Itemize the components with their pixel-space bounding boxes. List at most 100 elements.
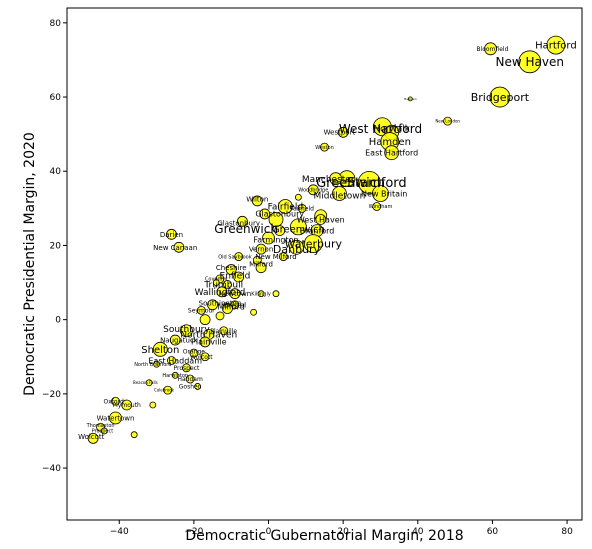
data-point [272, 290, 280, 298]
data-point [173, 241, 185, 253]
point-label: Beacon Falls [133, 380, 158, 385]
data-point [163, 385, 173, 395]
data-point [167, 356, 176, 365]
data-point [145, 379, 153, 387]
point-label: Milford [249, 260, 273, 268]
point-label: New London [435, 119, 460, 124]
point-label: New Haven [496, 55, 564, 69]
point-label: Darien [160, 231, 183, 239]
data-point [268, 212, 284, 227]
data-points [87, 35, 566, 444]
data-point [332, 186, 347, 201]
point-label: Wolcott [78, 433, 105, 441]
point-label: Fairfield [268, 203, 304, 213]
point-label: Manchester [302, 175, 355, 185]
point-label: Branford [300, 226, 335, 235]
point-label: West Haven [297, 215, 345, 224]
point-label: Hartford [535, 41, 577, 52]
point-label: Newtown [219, 290, 251, 298]
data-point [189, 348, 199, 358]
point-label: Haddam [177, 376, 202, 383]
point-label: Farmington [253, 236, 298, 245]
point-label: Seymour [188, 307, 215, 314]
point-label: Enfield [220, 271, 251, 281]
point-label: Glastonbury [217, 220, 260, 228]
point-label: Bloomfield [476, 46, 508, 53]
point-label: Greenwich [272, 224, 325, 235]
data-point [109, 411, 122, 425]
data-point [171, 371, 179, 379]
data-point [384, 145, 400, 161]
point-label: Coventry [205, 277, 228, 283]
data-point [255, 262, 267, 274]
data-point [279, 252, 288, 261]
data-point [320, 142, 329, 152]
x-tick-label: 20 [337, 527, 349, 537]
data-point [489, 86, 511, 108]
data-point [315, 214, 327, 225]
x-axis: −40 −20 0 20 40 60 80 [110, 520, 573, 537]
y-tick-label: 60 [50, 93, 62, 103]
point-label: Naugatuck [160, 337, 199, 345]
point-label: Hamden [404, 97, 417, 101]
data-point [111, 396, 120, 406]
point-label: Wallingford [195, 288, 246, 298]
data-point [200, 352, 210, 362]
point-label: New Britain [361, 189, 407, 198]
point-label: Norwalk [373, 125, 410, 135]
data-point [262, 231, 275, 245]
data-point [166, 228, 177, 240]
y-tick-label: 20 [50, 241, 62, 251]
data-point [289, 239, 304, 255]
data-point [277, 199, 293, 214]
point-label: Middletown [314, 192, 366, 202]
point-label: Southington [199, 299, 242, 307]
data-point [229, 288, 241, 300]
point-label: Danbury [273, 243, 321, 256]
data-point [207, 299, 218, 311]
point-label: Stamford [347, 176, 407, 191]
y-tick-label: −40 [42, 464, 61, 474]
point-label: Cheshire [216, 264, 247, 272]
y-tick-label: −20 [42, 390, 61, 400]
point-label: Milford [218, 302, 245, 311]
data-point [407, 96, 413, 102]
data-point [215, 311, 225, 321]
data-point [289, 218, 307, 236]
point-label: Harwinton [162, 373, 188, 379]
point-label: Fairfield [290, 205, 314, 212]
point-label: Wilton [246, 196, 268, 204]
data-point [87, 432, 99, 444]
data-point [121, 399, 133, 411]
data-point [307, 184, 319, 196]
data-point [223, 280, 232, 289]
point-label: Bristol [224, 301, 246, 309]
point-label: Bridgeport [471, 91, 530, 104]
point-label: East Hartford [365, 148, 418, 157]
point-label: Goshen [179, 384, 202, 391]
x-tick-label: −20 [184, 527, 203, 537]
data-point [100, 427, 108, 435]
point-label: Plymouth [113, 402, 142, 409]
point-label: Plainville [210, 328, 237, 335]
point-label: Greenwich [214, 222, 278, 236]
data-point [225, 264, 237, 275]
point-label: Wolcott [190, 354, 213, 361]
data-point [196, 305, 206, 315]
data-point [149, 401, 157, 409]
data-point [180, 324, 193, 338]
data-point [546, 35, 566, 55]
data-point [297, 203, 307, 213]
data-point [337, 126, 349, 138]
point-label: East Haddam [148, 356, 202, 365]
data-point [255, 243, 267, 255]
data-point [259, 208, 271, 220]
point-label: New Milford [255, 253, 296, 261]
data-point [518, 50, 542, 74]
y-tick-label: 0 [55, 316, 61, 326]
data-point [372, 185, 389, 202]
data-point [251, 195, 263, 207]
data-point [234, 252, 244, 261]
point-label: Plainville [191, 338, 227, 347]
